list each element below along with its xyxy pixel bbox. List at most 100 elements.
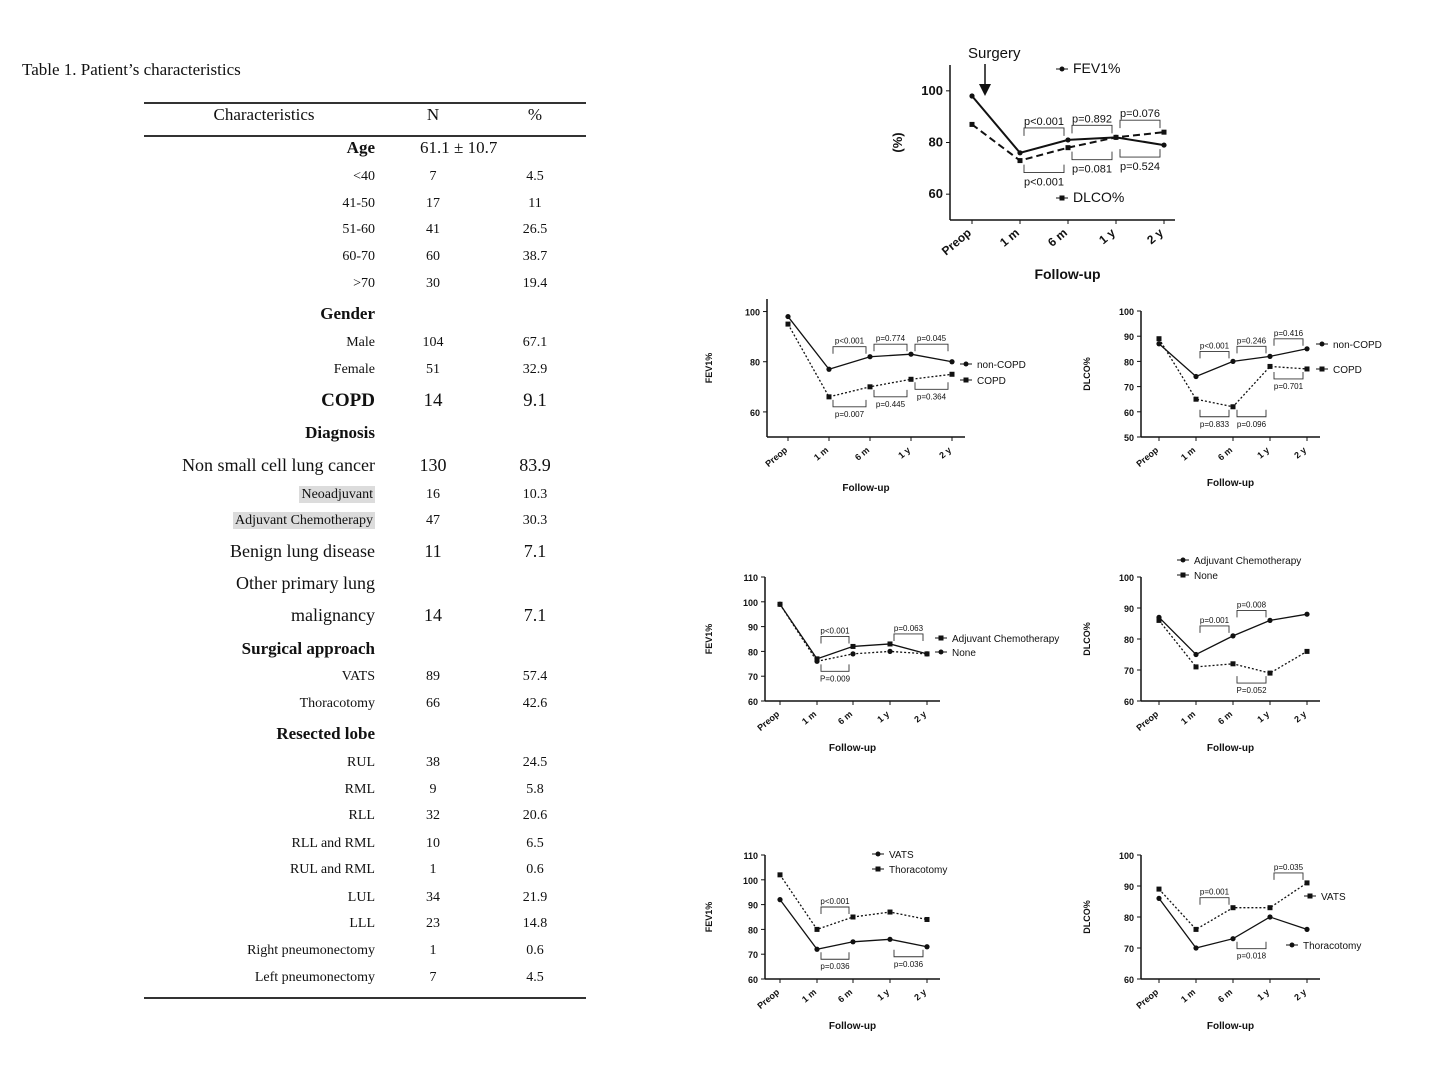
pvalue-label: P=0.009 <box>820 674 851 683</box>
pvalue-bracket <box>1119 149 1161 158</box>
row-label: 41-50 <box>342 196 375 211</box>
data-point <box>1193 396 1199 402</box>
y-tick-label: 100 <box>921 83 943 98</box>
data-point <box>785 321 791 327</box>
row-label: Gender <box>320 304 375 323</box>
y-tick-label: 50 <box>1124 433 1134 443</box>
pvalue-bracket <box>1199 350 1230 359</box>
x-axis-label: Follow-up <box>1207 743 1254 754</box>
y-tick-label: 60 <box>1124 975 1134 985</box>
pvalue-bracket <box>893 633 924 641</box>
pvalue-label: p=0.774 <box>876 334 906 343</box>
row-label: Neoadjuvant <box>299 486 375 503</box>
row-label: LUL <box>347 890 375 905</box>
header-percent: % <box>527 105 543 124</box>
pvalue-label: p=0.416 <box>1274 329 1304 338</box>
row-label: LLL <box>349 916 375 931</box>
table-rule <box>144 135 586 137</box>
data-point <box>908 376 914 382</box>
pvalue-bracket <box>820 952 850 960</box>
legend-marker <box>1180 557 1186 563</box>
pvalue-label: p=0.008 <box>1237 600 1267 609</box>
legend-label: Adjuvant Chemotherapy <box>1194 556 1301 567</box>
row-label: 51-60 <box>342 222 375 237</box>
y-tick-label: 90 <box>748 901 758 911</box>
row-label: Surgical approach <box>241 639 375 658</box>
x-tick-label: 6 m <box>836 709 854 727</box>
x-tick-label: 1 m <box>1179 987 1197 1005</box>
pvalue-bracket <box>1023 127 1065 136</box>
x-tick-label: Preop <box>755 709 781 733</box>
pvalue-bracket <box>1236 409 1267 418</box>
pvalue-bracket <box>832 346 867 354</box>
pvalue-label: p=0.081 <box>1072 164 1112 176</box>
legend-label: COPD <box>977 376 1006 387</box>
data-point <box>1156 617 1162 623</box>
y-tick-label: 60 <box>929 186 943 201</box>
pvalue-label: p=0.035 <box>1274 863 1304 872</box>
row-percent: 4.5 <box>526 970 544 985</box>
y-tick-label: 100 <box>745 308 760 318</box>
characteristics-table: Characteristics N% Age 61.1 ± 10.7 <40 7 4.5 41… <box>144 102 586 1000</box>
y-tick-label: 70 <box>748 950 758 960</box>
data-point <box>1304 880 1310 886</box>
y-tick-label: 90 <box>1124 332 1134 342</box>
x-tick-label: 1 y <box>1255 987 1271 1003</box>
legend-label: non-COPD <box>1333 340 1382 351</box>
data-point <box>1304 648 1310 654</box>
x-tick-label: Preop <box>1134 445 1160 469</box>
y-tick-label: 70 <box>1124 666 1134 676</box>
data-point <box>887 648 893 655</box>
data-point <box>1161 129 1167 135</box>
x-tick-label: 6 m <box>1216 445 1234 463</box>
data-point <box>850 651 856 657</box>
legend-marker <box>1289 942 1295 948</box>
row-percent: 32.9 <box>522 362 548 377</box>
y-tick-label: 80 <box>929 135 943 150</box>
data-point <box>1267 914 1273 920</box>
series-line <box>971 95 1165 154</box>
data-point <box>1156 886 1162 892</box>
x-tick-label: 1 m <box>1179 445 1197 463</box>
legend-marker <box>1059 195 1065 201</box>
data-point <box>949 359 955 365</box>
y-tick-label: 100 <box>743 598 758 608</box>
pvalue-bracket <box>1023 164 1065 174</box>
pvalue-label: p<0.001 <box>1024 116 1064 128</box>
row-label: malignancy <box>291 605 375 625</box>
y-tick-label: 60 <box>748 697 758 707</box>
pvalue-label: p=0.045 <box>917 334 947 343</box>
y-tick-label: 70 <box>1124 383 1134 393</box>
pvalue-label: p=0.701 <box>1274 382 1304 391</box>
pvalue-label: p=0.001 <box>1200 616 1230 625</box>
legend-label: VATS <box>889 850 914 861</box>
y-tick-label: 110 <box>743 851 758 861</box>
row-n: 14 <box>423 390 443 411</box>
row-n: 30 <box>426 276 440 291</box>
legend-label: None <box>1194 571 1218 582</box>
x-tick-label: 1 m <box>812 445 830 463</box>
y-tick-label: 60 <box>1124 697 1134 707</box>
data-point <box>969 121 975 127</box>
row-percent: 11 <box>528 196 542 211</box>
row-percent: 5.8 <box>526 782 544 797</box>
row-label: Diagnosis <box>305 423 375 442</box>
data-point <box>969 93 975 99</box>
row-n: 47 <box>426 513 440 528</box>
pvalue-label: p=0.076 <box>1120 108 1160 120</box>
legend-marker <box>875 866 881 872</box>
x-tick-label: 1 m <box>800 709 818 727</box>
row-label: Age <box>346 138 375 157</box>
pvalue-bracket <box>1273 338 1304 346</box>
x-tick-label: Preop <box>763 445 789 469</box>
x-tick-label: 2 y <box>1144 225 1166 247</box>
data-point <box>1193 926 1199 932</box>
data-point <box>814 658 820 664</box>
legend-label: Thoracotomy <box>889 865 947 876</box>
x-tick-label: 2 y <box>937 445 953 461</box>
x-tick-label: 6 m <box>1045 226 1070 250</box>
pvalue-bracket <box>1236 345 1267 354</box>
row-n: 7 <box>429 169 437 184</box>
pvalue-label: p=0.364 <box>917 392 947 401</box>
y-axis-label: DLCO% <box>1082 357 1092 391</box>
